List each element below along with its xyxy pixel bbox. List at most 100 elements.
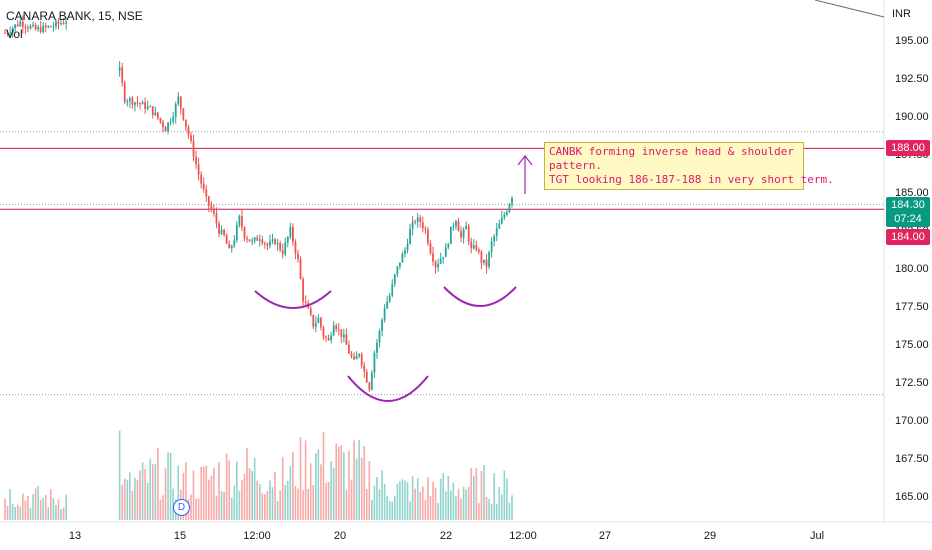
volume-bar xyxy=(371,499,373,520)
volume-bar xyxy=(462,486,465,520)
volume-bar xyxy=(233,485,236,520)
candle-body xyxy=(215,213,218,224)
volume-bar xyxy=(292,452,294,520)
candle-body xyxy=(342,334,345,338)
candle-body xyxy=(27,27,29,29)
candle-body xyxy=(52,26,55,28)
pattern-annotation[interactable]: CANBK forming inverse head & shoulder pa… xyxy=(544,142,834,190)
volume-bar xyxy=(131,490,134,520)
volume-bar xyxy=(495,503,498,520)
volume-indicator-label[interactable]: Vol xyxy=(6,27,23,41)
candle-body xyxy=(320,317,322,328)
candle-body xyxy=(314,322,317,327)
volume-bar xyxy=(55,505,57,520)
dividend-event-marker[interactable]: D xyxy=(173,499,190,516)
candle-body xyxy=(62,23,65,25)
candle-body xyxy=(151,106,154,116)
candle-body xyxy=(167,122,169,132)
candle-body xyxy=(169,121,172,123)
candle-body xyxy=(47,26,50,28)
volume-bar xyxy=(269,480,271,520)
volume-bar xyxy=(213,467,215,520)
volume-bar xyxy=(299,437,302,520)
volume-bar xyxy=(404,480,406,520)
volume-bar xyxy=(47,507,50,520)
volume-bar xyxy=(4,498,6,520)
volume-bar xyxy=(444,491,447,520)
candle-body xyxy=(207,196,210,206)
volume-bar xyxy=(144,469,146,520)
candle-body xyxy=(421,222,424,229)
candle-body xyxy=(447,244,450,248)
chart-title: CANARA BANK, 15, NSE xyxy=(6,9,143,23)
volume-bar xyxy=(368,461,371,520)
candle-body xyxy=(317,317,320,323)
candle-body xyxy=(205,189,208,197)
volume-bar xyxy=(340,445,343,520)
volume-bar xyxy=(162,495,164,520)
candle-body xyxy=(411,221,414,229)
last-price-value: 184.30 xyxy=(891,198,925,211)
candle-body xyxy=(39,27,42,33)
candle-body xyxy=(480,251,483,263)
candle-body xyxy=(388,295,391,302)
candle-body xyxy=(455,221,457,227)
price-tick-label: 165.00 xyxy=(895,491,929,503)
candle-body xyxy=(353,356,355,360)
candle-body xyxy=(381,319,383,332)
candle-body xyxy=(335,325,338,330)
candle-body xyxy=(121,67,124,83)
candle-body xyxy=(195,156,197,165)
time-tick-label: 15 xyxy=(173,530,187,542)
volume-bar xyxy=(281,456,284,520)
candle-body xyxy=(498,223,501,229)
candle-body xyxy=(483,259,485,263)
volume-bar xyxy=(452,482,455,520)
candle-body xyxy=(263,243,266,245)
candle-body xyxy=(432,253,434,262)
time-tick-label: 29 xyxy=(703,530,717,542)
candle-body xyxy=(286,236,289,243)
candle-body xyxy=(304,301,307,304)
candle-body xyxy=(416,217,419,222)
volume-bar xyxy=(503,470,506,520)
volume-bar xyxy=(136,479,139,520)
time-tick-label: 13 xyxy=(68,530,82,542)
volume-bar xyxy=(208,479,210,520)
candle-body xyxy=(386,301,389,309)
price-tick-label: 167.50 xyxy=(895,453,929,465)
candle-body xyxy=(429,243,432,254)
volume-bar xyxy=(14,507,16,520)
volume-bar xyxy=(483,464,485,520)
candle-body xyxy=(477,249,480,252)
volume-bar xyxy=(350,479,353,520)
volume-bar xyxy=(266,491,269,520)
candle-body xyxy=(248,239,251,242)
volume-bar xyxy=(248,468,251,520)
resistance-price-label: 188.00 xyxy=(886,140,930,157)
volume-bar xyxy=(472,475,475,520)
volume-bar xyxy=(327,481,330,520)
volume-bar xyxy=(223,491,225,520)
volume-bar xyxy=(396,483,399,520)
volume-bar xyxy=(39,500,42,520)
candle-body xyxy=(34,24,37,30)
candle-body xyxy=(210,205,213,210)
volume-bar xyxy=(279,490,281,520)
candle-body xyxy=(396,266,399,275)
candle-body xyxy=(128,98,131,102)
neckline-price-label: 184.00 xyxy=(886,229,930,246)
volume-bar xyxy=(480,471,483,520)
candle-body xyxy=(44,25,47,28)
candle-body xyxy=(360,354,363,366)
candle-body xyxy=(246,238,248,240)
candle-body xyxy=(187,127,190,136)
volume-bar xyxy=(210,475,213,520)
time-tick-label: 22 xyxy=(439,530,453,542)
volume-bar xyxy=(337,446,340,520)
candle-body xyxy=(495,228,498,237)
candle-body xyxy=(159,118,162,122)
candle-body xyxy=(409,228,411,245)
